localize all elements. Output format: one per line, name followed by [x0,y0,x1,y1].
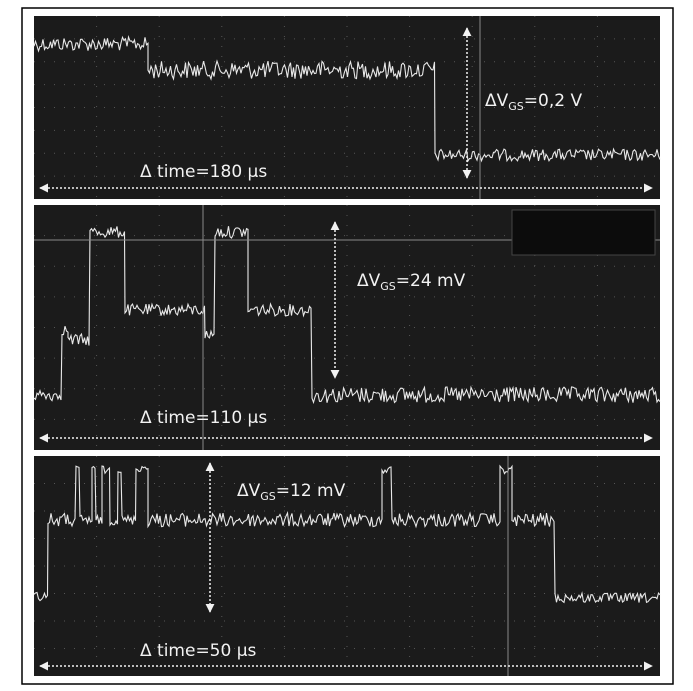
signal-trace [33,226,661,405]
signal-trace [33,35,661,163]
text: GS [260,490,276,503]
text: GS [380,280,396,293]
delta-v-label: ΔVGS=0,2 V [485,91,582,113]
text: =24 mV [396,271,466,291]
delta-v-label: ΔVGS=24 mV [357,271,466,293]
traces [33,16,661,676]
delta-time-label: Δ time=180 µs [140,162,267,182]
overlay-box [511,209,656,256]
text: ΔV [485,91,509,111]
text: =12 mV [276,481,346,501]
text: =0,2 V [524,91,583,111]
text: ΔV [357,271,381,291]
text: ΔV [237,481,261,501]
delta-v-label: ΔVGS=12 mV [237,481,346,503]
signal-trace [33,464,661,604]
text: GS [508,100,524,113]
delta-time-label: Δ time=110 µs [140,408,267,428]
delta-time-label: Δ time=50 µs [140,641,257,661]
